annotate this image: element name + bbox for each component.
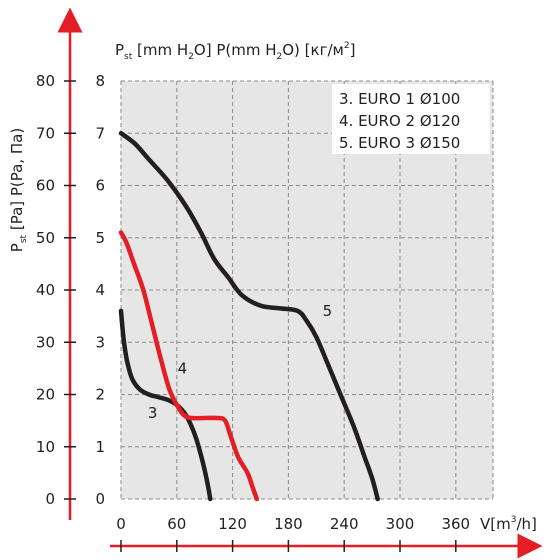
y-axis-mm-ticks: 0 1 2 3 4 5 6 7 8 bbox=[95, 72, 105, 508]
legend-item-3: 3. EURO 1 Ø100 bbox=[339, 90, 460, 108]
y-tick-mm-label: 4 bbox=[95, 281, 105, 299]
y-axis-pa-tick-marks bbox=[64, 80, 76, 500]
y-tick-pa-label: 10 bbox=[36, 438, 55, 456]
y-tick-mm-label: 1 bbox=[95, 438, 105, 456]
x-tick-label: 300 bbox=[386, 515, 415, 533]
y-tick-pa-label: 60 bbox=[36, 177, 55, 195]
y-axis-title-mm: Pst [mm H2O] P(mm H2O) [кг/м2] bbox=[115, 41, 355, 62]
y-tick-pa-label: 50 bbox=[36, 229, 55, 247]
x-tick-label: 0 bbox=[116, 515, 126, 533]
y-axis-pa-ticks: 0 10 20 30 40 50 60 70 80 bbox=[36, 72, 55, 508]
y-tick-pa-label: 0 bbox=[45, 490, 55, 508]
y-tick-pa-label: 20 bbox=[36, 386, 55, 404]
x-tick-label: 120 bbox=[218, 515, 247, 533]
y-axis-title-pa: Pst [Pa] P(Pa, Па) bbox=[8, 128, 29, 252]
x-axis-ticks: 0 60 120 180 240 300 360 bbox=[116, 515, 470, 533]
series-label-4: 4 bbox=[178, 360, 188, 378]
y-tick-mm-label: 5 bbox=[95, 229, 105, 247]
y-tick-mm-label: 2 bbox=[95, 386, 105, 404]
y-tick-pa-label: 30 bbox=[36, 333, 55, 351]
legend: 3. EURO 1 Ø100 4. EURO 2 Ø120 5. EURO 3 … bbox=[332, 84, 490, 154]
y-tick-pa-label: 40 bbox=[36, 281, 55, 299]
x-tick-label: 360 bbox=[441, 515, 470, 533]
grid bbox=[120, 80, 494, 500]
y-tick-mm-label: 6 bbox=[95, 177, 105, 195]
y-tick-pa-label: 80 bbox=[36, 72, 55, 90]
y-tick-mm-label: 7 bbox=[95, 124, 105, 142]
legend-box bbox=[332, 84, 490, 154]
x-tick-label: 240 bbox=[330, 515, 359, 533]
y-tick-mm-label: 3 bbox=[95, 333, 105, 351]
y-tick-mm-label: 8 bbox=[95, 72, 105, 90]
series-label-5: 5 bbox=[323, 302, 333, 320]
series-line-3 bbox=[118, 308, 213, 502]
series-line-4 bbox=[118, 230, 260, 502]
y-tick-pa-label: 70 bbox=[36, 124, 55, 142]
x-tick-label: 60 bbox=[167, 515, 186, 533]
series-group: 3 4 5 bbox=[118, 131, 380, 502]
series-label-3: 3 bbox=[148, 404, 158, 422]
legend-item-5: 5. EURO 3 Ø150 bbox=[339, 134, 460, 152]
series-line-5 bbox=[118, 131, 380, 502]
x-axis-arrow-tick-marks bbox=[120, 540, 457, 552]
legend-item-4: 4. EURO 2 Ø120 bbox=[339, 112, 460, 130]
y-tick-mm-label: 0 bbox=[95, 490, 105, 508]
x-tick-label: 180 bbox=[274, 515, 303, 533]
x-axis-title: V[m3/h] bbox=[480, 515, 537, 533]
